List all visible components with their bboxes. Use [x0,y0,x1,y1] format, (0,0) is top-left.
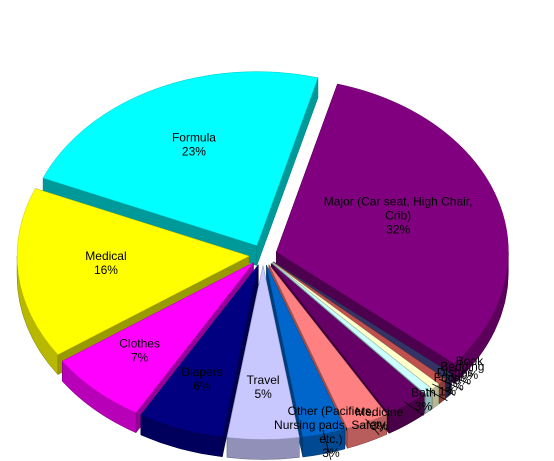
pie-slice-top [61,262,254,414]
data-label-9: Dishes 1% [437,365,474,393]
leader-line [432,383,456,396]
data-label-4: Medical 16% [85,249,126,277]
data-label-3: Clothes 7% [119,336,160,364]
leader-line [365,418,380,436]
data-label-5: Formula 23% [172,131,216,159]
pie-slice-top [276,83,509,364]
pie-slice-1 [226,265,300,460]
data-label-2: Diapers 6% [181,365,222,393]
leader-line [444,373,470,385]
data-labels: Travel 5% Diapers 6% Clothes 7% Medical 16% Form… [85,131,484,460]
pie-slices [16,71,509,460]
data-label-1: Travel 5% [247,373,280,401]
pie-slice-top [226,265,300,440]
leader-line [425,388,448,402]
leader-line [438,378,463,391]
pie-slice-top [268,264,388,429]
leader-line [322,430,332,460]
pie-slice-top [272,262,433,394]
data-label-12: Medicine 3% [355,405,403,433]
pie-slice-top [42,71,319,246]
pie-slice-top [273,261,446,385]
leader-line [404,401,424,416]
leader-lines [322,373,470,460]
pie-slice-top [273,261,452,379]
pie-slice-top [272,262,440,390]
pie-slice-13 [266,265,346,458]
data-label-11: Bath 3% [411,385,436,413]
data-label-10: Food 1% [434,371,461,399]
pie-slice-top [140,264,259,438]
data-label-8: Bedding 0% [440,360,484,388]
pie-slice-2 [140,264,259,458]
pie-slice-top [16,188,250,355]
data-label-7: Book 0% [456,354,484,382]
pie-slice-top [271,263,425,414]
data-label-13: Other (Pacifiers, Nursing pads, Safety, et… [274,404,388,460]
data-label-6: Major (Car seat, High Chair, Crib) 32% [324,195,473,237]
pie-slice-side [226,437,300,460]
